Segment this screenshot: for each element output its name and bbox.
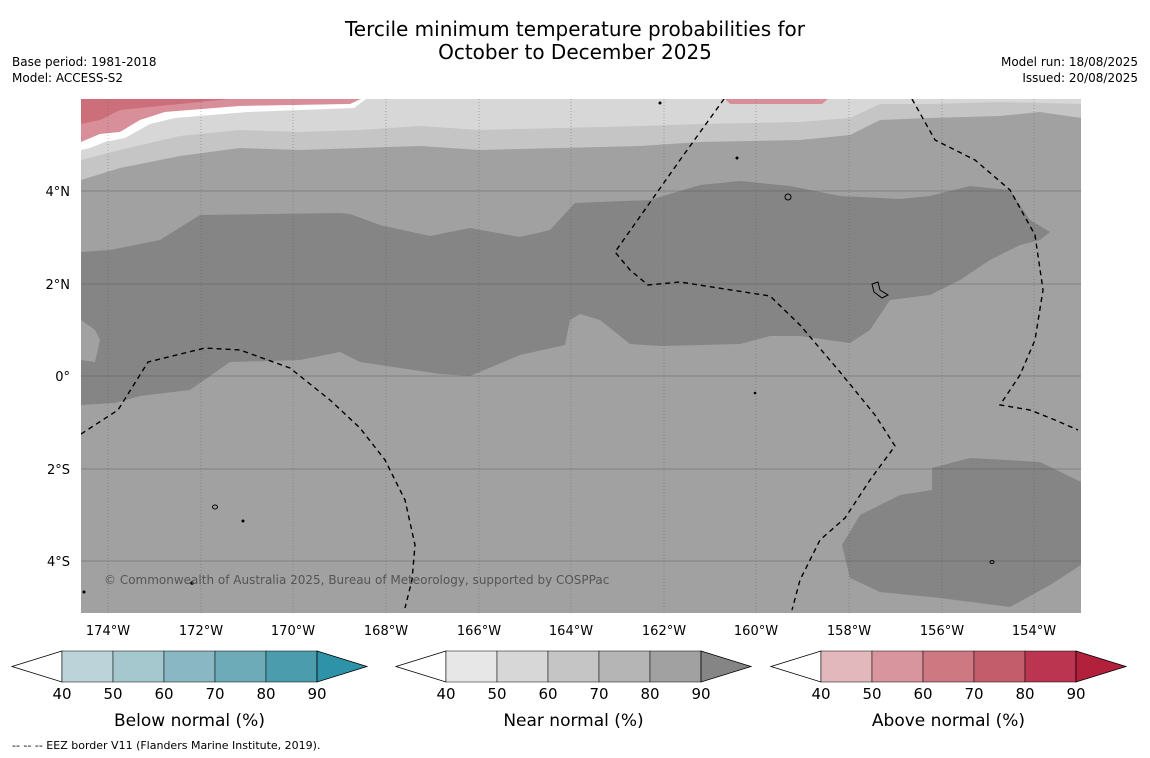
colorbar-min-extension: [769, 650, 822, 683]
lon-tick-170w: 170°W: [271, 624, 315, 639]
near-normal-50-region: [81, 99, 1081, 160]
lon-tick-156w: 156°W: [920, 624, 964, 639]
chart-title: Tercile minimum temperature probabilitie…: [0, 18, 1150, 64]
colorbar-min-extension: [394, 650, 447, 683]
lon-tick-166w: 166°W: [457, 624, 501, 639]
above-normal-70-region: [81, 99, 230, 124]
lon-tick-160w: 160°W: [734, 624, 778, 639]
colorbar-tick-label: 50: [487, 685, 506, 703]
colorbar-segment: [922, 650, 975, 683]
lat-tick-4n: 4°N: [46, 185, 71, 200]
lon-tick-164w: 164°W: [549, 624, 593, 639]
colorbar-tick-label: 70: [964, 685, 983, 703]
colorbar-tick-label: 40: [436, 685, 455, 703]
colorbar-tick-label: 60: [913, 685, 932, 703]
colorbar-segment: [1024, 650, 1077, 683]
grid-lines: [81, 99, 1081, 613]
lon-tick-174w: 174°W: [86, 624, 130, 639]
near-normal-90-north-band: [81, 181, 1050, 405]
colorbar-tick-label: 40: [811, 685, 830, 703]
near-normal-50-strip-a: [120, 108, 255, 136]
colorbar-segment: [265, 650, 318, 683]
meta-right: Model run: 18/08/2025 Issued: 20/08/2025: [1001, 54, 1138, 86]
colorbar-tick-label: 50: [862, 685, 881, 703]
colorbar-legends: 40 50 60 70 80 90 Below normal (%) 40 50 60 70 80 90…: [10, 650, 1128, 731]
colorbar-title: Near normal (%): [503, 711, 643, 731]
colorbar-below: 40 50 60 70 80 90 Below normal (%): [10, 650, 369, 731]
colorbar-tick-label: 60: [538, 685, 557, 703]
colorbar-max-extension: [1075, 650, 1128, 683]
lon-tick-labels: 174°W 172°W 170°W 168°W 166°W 164°W 162°…: [86, 624, 1056, 639]
colorbar-tick-label: 60: [154, 685, 173, 703]
colorbar-segment: [163, 650, 216, 683]
colorbar-tick-label: 80: [256, 685, 275, 703]
map-area: © Commonwealth of Australia 2025, Bureau…: [81, 99, 1081, 613]
lon-tick-168w: 168°W: [364, 624, 408, 639]
colorbar-tick-label: 80: [640, 685, 659, 703]
issued-text: Issued: 20/08/2025: [1022, 71, 1138, 85]
eez-border-lines: [81, 99, 1079, 611]
base-period-text: Base period: 1981-2018: [12, 55, 157, 69]
colorbar-segment: [973, 650, 1026, 683]
model-run-text: Model run: 18/08/2025: [1000, 55, 1138, 69]
colorbar-segment: [496, 650, 549, 683]
lon-tick-162w: 162°W: [642, 624, 686, 639]
lon-tick-158w: 158°W: [827, 624, 871, 639]
colorbar-max-extension: [316, 650, 369, 683]
colorbar-tick-label: 50: [103, 685, 122, 703]
above-normal-60-east-patch: [725, 99, 828, 104]
colorbar-max-extension: [700, 650, 753, 683]
colorbar-tick-label: 40: [52, 685, 71, 703]
colorbar-tick-label: 80: [1015, 685, 1034, 703]
near-normal-90-southeast-region: [842, 458, 1081, 607]
copyright-text: © Commonwealth of Australia 2025, Bureau…: [104, 573, 609, 587]
colorbar-segment: [820, 650, 873, 683]
colorbar-near: 40 50 60 70 80 90 Near normal (%): [394, 650, 753, 731]
model-text: Model: ACCESS-S2: [12, 71, 124, 85]
lat-tick-0: 0°: [55, 370, 70, 385]
colorbar-segment: [649, 650, 702, 683]
colorbar-segment: [445, 650, 498, 683]
colorbar-segment: [871, 650, 924, 683]
lat-tick-labels: 4°N 2°N 0° 2°S 4°S: [46, 185, 71, 570]
colorbar-tick-label: 90: [691, 685, 710, 703]
title-line-2: October to December 2025: [438, 40, 712, 64]
lat-tick-2n: 2°N: [46, 278, 71, 293]
meta-left: Base period: 1981-2018 Model: ACCESS-S2: [12, 54, 157, 86]
colorbar-segment: [214, 650, 267, 683]
colorbar-min-extension: [10, 650, 63, 683]
colorbar-segment: [547, 650, 600, 683]
colorbar-segment: [61, 650, 114, 683]
above-normal-60-region: [81, 99, 360, 142]
colorbar-segment: [598, 650, 651, 683]
colorbar-tick-label: 70: [589, 685, 608, 703]
lon-tick-172w: 172°W: [179, 624, 223, 639]
lat-tick-4s: 4°S: [47, 555, 70, 570]
colorbar-tick-label: 90: [1066, 685, 1085, 703]
title-line-1: Tercile minimum temperature probabilitie…: [344, 17, 806, 41]
lat-tick-2s: 2°S: [47, 463, 70, 478]
island-outlines: [82, 101, 995, 594]
colorbar-tick-label: 70: [205, 685, 224, 703]
lon-tick-154w: 154°W: [1012, 624, 1056, 639]
colorbar-segment: [112, 650, 165, 683]
white-gap-strips: [81, 99, 366, 150]
eez-footnote: -- -- -- EEZ border V11 (Flanders Marine…: [12, 739, 321, 752]
colorbar-tick-label: 90: [307, 685, 326, 703]
colorbar-title: Below normal (%): [114, 711, 265, 731]
colorbar-above: 40 50 60 70 80 90 Above normal (%): [769, 650, 1128, 731]
colorbar-title: Above normal (%): [872, 711, 1025, 731]
